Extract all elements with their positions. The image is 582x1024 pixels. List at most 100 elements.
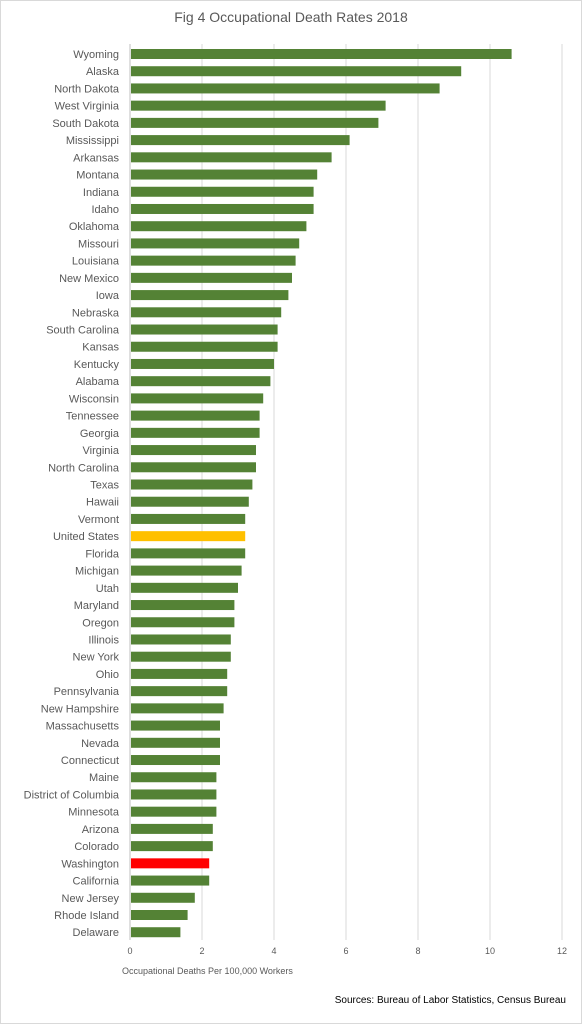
category-label: Massachusetts bbox=[46, 721, 120, 733]
bar bbox=[131, 169, 318, 180]
bar bbox=[131, 927, 181, 938]
bar bbox=[131, 806, 217, 817]
bar bbox=[131, 789, 217, 800]
category-label: New Hampshire bbox=[41, 703, 119, 715]
category-label: New Jersey bbox=[62, 893, 120, 905]
bar bbox=[131, 100, 386, 111]
x-tick-label: 4 bbox=[271, 946, 276, 956]
category-label: Oregon bbox=[82, 617, 119, 629]
category-label: North Dakota bbox=[54, 83, 120, 95]
x-tick-label: 8 bbox=[415, 946, 420, 956]
category-label: Alabama bbox=[76, 376, 120, 388]
category-label: Delaware bbox=[73, 927, 119, 939]
bar bbox=[131, 117, 379, 128]
category-label: Nevada bbox=[81, 738, 120, 750]
x-tick-label: 6 bbox=[343, 946, 348, 956]
category-label: Idaho bbox=[91, 204, 119, 216]
category-label: Iowa bbox=[96, 290, 120, 302]
category-label: Alaska bbox=[86, 66, 120, 78]
bar bbox=[131, 582, 238, 593]
bar bbox=[131, 66, 462, 77]
category-label: Virginia bbox=[83, 445, 120, 457]
bar bbox=[131, 600, 235, 611]
x-tick-label: 10 bbox=[485, 946, 495, 956]
bar bbox=[131, 393, 264, 404]
bar bbox=[131, 272, 292, 283]
bar bbox=[131, 324, 278, 335]
bar bbox=[131, 755, 220, 766]
bar bbox=[131, 858, 210, 869]
bar bbox=[131, 565, 242, 576]
category-label: Indiana bbox=[83, 187, 120, 199]
bar bbox=[131, 307, 282, 318]
category-label: California bbox=[73, 876, 120, 888]
bar bbox=[131, 892, 195, 903]
category-label: Wisconsin bbox=[69, 393, 119, 405]
category-label: Washington bbox=[61, 858, 119, 870]
bar bbox=[131, 427, 260, 438]
bar bbox=[131, 83, 440, 94]
category-label: Texas bbox=[90, 480, 119, 492]
bar bbox=[131, 617, 235, 628]
bar bbox=[131, 651, 231, 662]
bar bbox=[131, 290, 289, 301]
category-label: Mississippi bbox=[66, 135, 119, 147]
category-label: Missouri bbox=[78, 238, 119, 250]
bar bbox=[131, 548, 246, 559]
bar bbox=[131, 221, 307, 232]
bar bbox=[131, 203, 314, 214]
category-label: Vermont bbox=[78, 514, 119, 526]
bar bbox=[131, 462, 256, 473]
category-label: Georgia bbox=[80, 428, 120, 440]
bar bbox=[131, 841, 213, 852]
category-label: Kentucky bbox=[74, 359, 120, 371]
category-label: Utah bbox=[96, 583, 119, 595]
bar bbox=[131, 186, 314, 197]
category-label: New York bbox=[73, 652, 120, 664]
category-label: West Virginia bbox=[55, 101, 120, 113]
category-label: Hawaii bbox=[86, 497, 119, 509]
bar bbox=[131, 445, 256, 456]
category-label: Wyoming bbox=[73, 49, 119, 61]
category-label: Pennsylvania bbox=[54, 686, 120, 698]
bar bbox=[131, 479, 253, 490]
bar bbox=[131, 910, 188, 920]
bar bbox=[131, 720, 220, 731]
bar bbox=[131, 772, 217, 783]
bar bbox=[131, 531, 246, 542]
x-tick-label: 0 bbox=[127, 946, 132, 956]
category-label: Arizona bbox=[82, 824, 120, 836]
source-note: Sources: Bureau of Labor Statistics, Cen… bbox=[334, 995, 566, 1006]
category-label: United States bbox=[53, 531, 120, 543]
category-label: South Dakota bbox=[52, 118, 120, 130]
category-label: Montana bbox=[76, 170, 120, 182]
bar bbox=[131, 668, 228, 679]
bar bbox=[131, 152, 332, 163]
bar bbox=[131, 238, 300, 249]
category-label: South Carolina bbox=[46, 325, 120, 337]
category-label: Rhode Island bbox=[54, 910, 119, 922]
category-label: Maine bbox=[89, 772, 119, 784]
category-label: Colorado bbox=[74, 841, 119, 853]
chart-title: Fig 4 Occupational Death Rates 2018 bbox=[174, 9, 408, 25]
bar bbox=[131, 823, 213, 834]
bar bbox=[131, 686, 228, 697]
category-label: Kansas bbox=[82, 342, 119, 354]
bar bbox=[131, 49, 512, 59]
category-label: Florida bbox=[85, 548, 120, 560]
category-label: Michigan bbox=[75, 566, 119, 578]
bar bbox=[131, 634, 231, 645]
category-label: Connecticut bbox=[61, 755, 119, 767]
bar bbox=[131, 358, 274, 369]
x-tick-label: 2 bbox=[199, 946, 204, 956]
bar bbox=[131, 135, 350, 146]
bar bbox=[131, 376, 271, 387]
category-label: Nebraska bbox=[72, 307, 120, 319]
bar bbox=[131, 875, 210, 886]
category-label: Maryland bbox=[74, 600, 119, 612]
bar bbox=[131, 703, 224, 714]
category-label: Arkansas bbox=[73, 152, 119, 164]
category-label: North Carolina bbox=[48, 462, 120, 474]
category-label: Oklahoma bbox=[69, 221, 120, 233]
